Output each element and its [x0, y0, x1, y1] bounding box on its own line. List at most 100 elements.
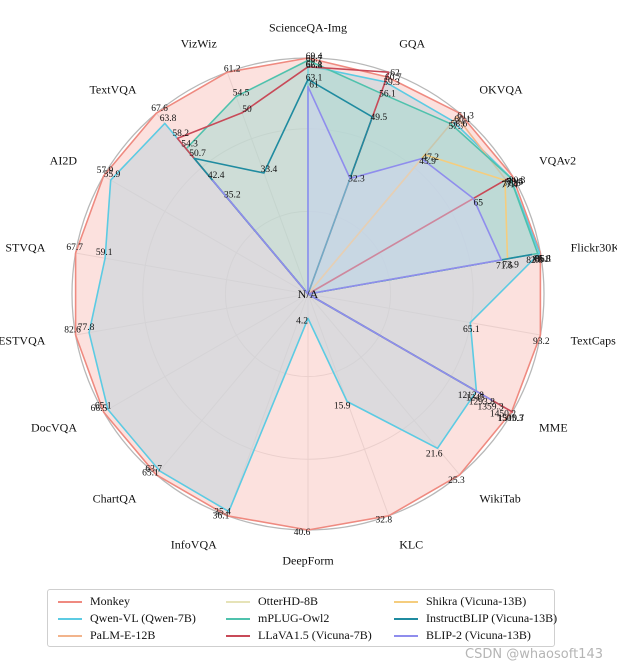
value-label: 82.6 [64, 325, 81, 335]
legend-item: LLaVA1.5 (Vicuna-7B) [226, 628, 372, 643]
value-label: 50.7 [189, 149, 206, 159]
legend-label: OtterHD-8B [258, 594, 318, 608]
value-label: 65.1 [142, 469, 159, 479]
value-label: 32.3 [348, 175, 365, 185]
legend-swatch [58, 600, 82, 603]
value-label: 35.2 [224, 191, 241, 201]
value-label: 54.5 [233, 89, 250, 99]
value-label: 77.4 [501, 181, 518, 191]
axis-label: ScienceQA-Img [269, 20, 347, 34]
value-label: 68.7 [306, 54, 323, 64]
value-label: 42.4 [208, 171, 225, 181]
legend-label: Shikra (Vicuna-13B) [426, 594, 527, 608]
value-label: 57.7 [448, 122, 465, 132]
value-label: 79.4 [506, 178, 523, 188]
value-label: 93.2 [533, 337, 550, 347]
legend-label: BLIP-2 (Vicuna-13B) [426, 628, 531, 642]
value-label: 15.9 [334, 401, 351, 411]
value-label: 78.5 [504, 179, 521, 189]
value-label: 32.8 [375, 516, 392, 526]
value-label: 67.6 [151, 104, 168, 114]
axis-label: VQAv2 [539, 154, 576, 168]
value-label: 66.8 [306, 61, 323, 71]
legend-label: InstructBLIP (Vicuna-13B) [426, 611, 558, 625]
value-label: 63.7 [145, 465, 162, 475]
value-label: 1505.3 [497, 414, 523, 424]
value-label: 4.2 [296, 316, 308, 326]
value-label: 1245 [466, 393, 485, 403]
value-labels: 60.7 61.3 80.3 86.1 93.2 1505.3 25.3 32.8 40.6 36… [64, 52, 552, 538]
axis-label: DeepForm [282, 554, 334, 568]
axis-labels: GQA OKVQA VQAv2 Flickr30K TextCaps MME WikiTab… [0, 20, 617, 567]
value-label: 57.9 [97, 166, 114, 176]
value-label: 62 [390, 68, 400, 78]
center-label: N/A [298, 287, 319, 301]
value-label: 47.2 [422, 153, 439, 163]
legend-item: Monkey [58, 594, 130, 609]
value-label: 82.8 [526, 256, 543, 266]
value-label: 65.1 [463, 325, 480, 335]
legend-swatch [226, 634, 250, 637]
value-label: 36.1 [213, 512, 230, 522]
legend: Monkey Qwen-VL (Qwen-7B) PaLM-E-12B OtterHD… [47, 589, 557, 647]
legend-swatch [394, 634, 418, 637]
value-label: 55.9 [104, 170, 121, 180]
legend-label: Qwen-VL (Qwen-7B) [90, 611, 196, 625]
value-label: 35.4 [214, 507, 231, 517]
value-label: 45.9 [419, 157, 436, 167]
legend-item: InstructBLIP (Vicuna-13B) [394, 611, 557, 626]
legend-item: Qwen-VL (Qwen-7B) [58, 611, 196, 626]
axis-label: AI2D [50, 154, 78, 168]
value-label: 63.1 [306, 73, 323, 83]
value-label: 71.6 [496, 262, 513, 272]
axis-label: InfoVQA [171, 538, 217, 552]
legend-item: mPLUG-Owl2 [226, 611, 329, 626]
legend-swatch [58, 617, 82, 620]
axis-label: STVQA [5, 241, 45, 255]
legend-label: mPLUG-Owl2 [258, 611, 330, 625]
value-label: 63.8 [160, 114, 177, 124]
legend-swatch [226, 617, 250, 620]
value-label: 85.8 [534, 255, 551, 265]
legend-label: LLaVA1.5 (Vicuna-7B) [258, 628, 372, 642]
axis-label: ESTVQA [0, 333, 46, 347]
legend-swatch [58, 634, 82, 637]
axis-label: GQA [399, 36, 425, 50]
value-label: 58.2 [172, 129, 189, 139]
value-label: 33.4 [261, 165, 278, 175]
watermark: CSDN @whaosoft143 [465, 647, 603, 662]
axis-label: KLC [399, 538, 423, 552]
value-label: 54.3 [181, 139, 198, 149]
axis-label: Flickr30K [571, 241, 617, 255]
axis-label: TextCaps [571, 333, 616, 347]
legend-item: BLIP-2 (Vicuna-13B) [394, 628, 531, 643]
value-label: 85.1 [532, 255, 549, 265]
legend-label: PaLM-E-12B [90, 628, 156, 642]
axis-label: DocVQA [31, 420, 77, 434]
value-label: 61.3 [457, 112, 474, 122]
axis-label: OKVQA [479, 83, 523, 97]
value-label: 1359.3 [478, 402, 504, 412]
value-label: 73.9 [502, 260, 519, 270]
value-label: 79.5 [507, 177, 524, 187]
legend-swatch [394, 600, 418, 603]
value-label: 69.4 [306, 52, 323, 62]
value-label: 50 [242, 105, 252, 115]
value-label: 77.8 [78, 323, 95, 333]
value-label: 61.2 [224, 64, 241, 74]
value-label: 65.1 [95, 401, 112, 411]
value-label: 40.6 [294, 528, 311, 538]
series-polygon-8 [212, 85, 503, 402]
series-layer [74, 57, 542, 531]
legend-item: Shikra (Vicuna-13B) [394, 594, 526, 609]
value-label: 21.6 [426, 450, 443, 460]
value-label: 67.7 [66, 243, 83, 253]
value-label: 60.1 [454, 115, 471, 125]
value-label: 1293.8 [469, 397, 495, 407]
axis-label: VizWiz [181, 36, 217, 50]
axis-label: ChartQA [93, 491, 137, 505]
value-label: 59.1 [96, 248, 113, 258]
legend-swatch [226, 600, 250, 603]
value-label: 49.5 [370, 113, 387, 123]
value-label: 67.1 [306, 60, 323, 70]
